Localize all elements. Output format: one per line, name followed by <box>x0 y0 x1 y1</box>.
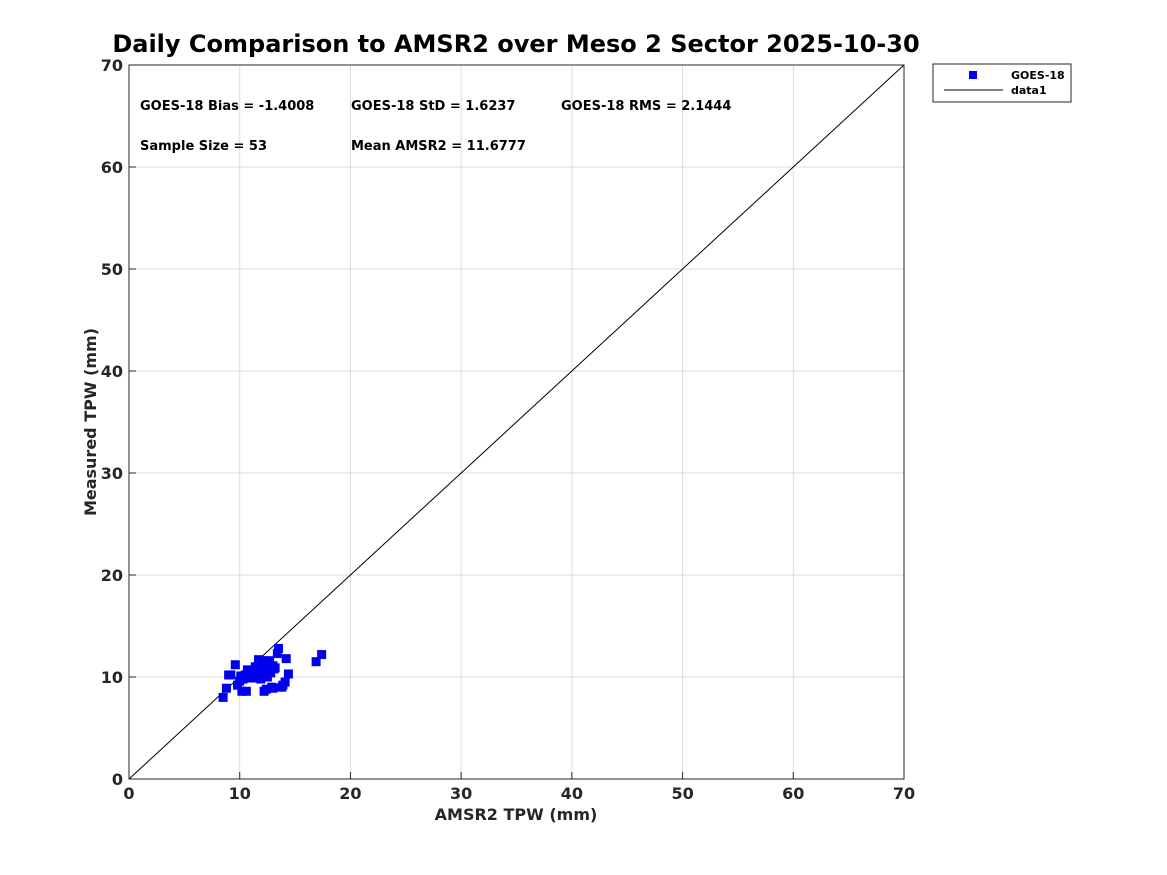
stat-rms: GOES-18 RMS = 2.1444 <box>561 99 731 114</box>
legend-label-data1: data1 <box>1011 84 1047 97</box>
legend: GOES-18 data1 <box>932 63 1072 103</box>
grid-lines <box>128 64 905 780</box>
y-tick-label: 0 <box>112 770 123 789</box>
data-point <box>280 677 290 687</box>
point-series <box>218 643 327 702</box>
chart-title: Daily Comparison to AMSR2 over Meso 2 Se… <box>112 30 919 58</box>
statistics-annotations: GOES-18 Bias = -1.4008 GOES-18 StD = 1.6… <box>140 99 731 154</box>
y-tick-label: 70 <box>101 56 123 75</box>
data-point <box>258 656 268 666</box>
y-axis-label: Measured TPW (mm) <box>81 328 100 516</box>
stat-std: GOES-18 StD = 1.6237 <box>351 99 515 114</box>
data-point <box>250 662 260 672</box>
x-tick-labels: 0 10 20 30 40 50 60 70 <box>123 784 915 803</box>
stat-sample-size: Sample Size = 53 <box>140 139 267 154</box>
stat-bias: GOES-18 Bias = -1.4008 <box>140 99 314 114</box>
data-point <box>256 674 266 684</box>
legend-box <box>932 63 1072 103</box>
data-point <box>268 683 278 693</box>
data-point <box>262 672 272 682</box>
data-point <box>226 670 236 680</box>
data-point <box>261 684 271 694</box>
data-point <box>272 649 282 659</box>
x-tick-label: 10 <box>229 784 251 803</box>
data-point <box>269 664 279 674</box>
data-point <box>317 650 327 660</box>
y-tick-label: 40 <box>101 362 123 381</box>
x-tick-label: 40 <box>561 784 583 803</box>
data-point <box>244 673 254 683</box>
data-point <box>241 686 251 696</box>
y-tick-label: 60 <box>101 158 123 177</box>
data-point <box>249 673 259 683</box>
x-tick-label: 20 <box>339 784 361 803</box>
y-tick-label: 10 <box>101 668 123 687</box>
axes-box <box>128 64 905 780</box>
data-point <box>281 654 291 664</box>
x-tick-label: 0 <box>123 784 134 803</box>
legend-marker-goes18 <box>969 71 977 79</box>
data-point <box>221 683 231 693</box>
x-axis-label: AMSR2 TPW (mm) <box>435 805 598 824</box>
x-tick-label: 60 <box>782 784 804 803</box>
y-tick-labels: 0 10 20 30 40 50 60 70 <box>101 56 123 789</box>
stat-mean-amsr2: Mean AMSR2 = 11.6777 <box>351 139 526 154</box>
y-tick-label: 30 <box>101 464 123 483</box>
data-point <box>273 643 283 653</box>
data-point <box>265 656 275 666</box>
data-point <box>311 657 321 667</box>
legend-label-goes18: GOES-18 <box>1011 69 1065 82</box>
y-tick-label: 20 <box>101 566 123 585</box>
data-point <box>230 660 240 670</box>
data-point <box>218 692 228 702</box>
y-tick-label: 50 <box>101 260 123 279</box>
x-tick-label: 50 <box>671 784 693 803</box>
data-point <box>283 669 293 679</box>
x-tick-label: 30 <box>450 784 472 803</box>
x-tick-label: 70 <box>893 784 915 803</box>
